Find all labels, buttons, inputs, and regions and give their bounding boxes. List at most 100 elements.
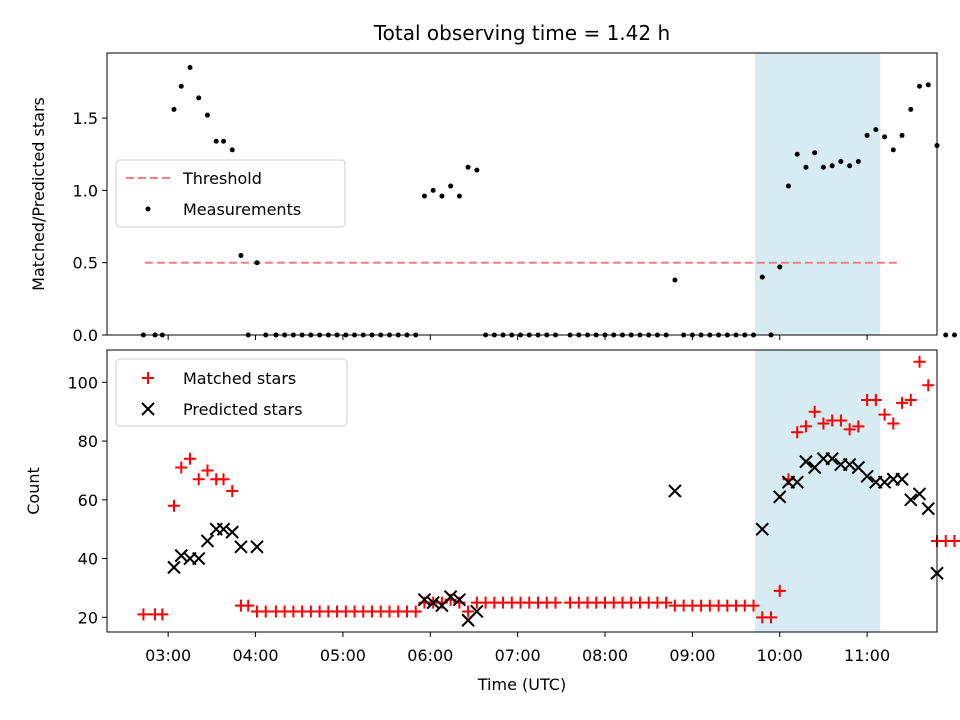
predicted-star-point bbox=[755, 522, 769, 536]
measurement-point bbox=[864, 132, 870, 138]
measurement-point bbox=[812, 150, 818, 156]
matched-star-point bbox=[922, 379, 935, 392]
top-y-tick-label: 1.5 bbox=[73, 109, 98, 128]
matched-star-point bbox=[799, 420, 812, 433]
top-y-axis-label: Matched/Predicted stars bbox=[29, 97, 48, 291]
x-tick-label: 05:00 bbox=[320, 646, 366, 665]
measurement-point bbox=[187, 64, 193, 70]
measurement-point bbox=[951, 332, 957, 338]
bottom-y-tick-label: 100 bbox=[67, 373, 98, 392]
measurement-point bbox=[474, 167, 480, 173]
x-tick-label: 10:00 bbox=[757, 646, 803, 665]
top-y-tick-label: 1.0 bbox=[73, 181, 98, 200]
top-y-tick-label: 0.0 bbox=[73, 326, 98, 345]
predicted-star-point bbox=[192, 551, 206, 566]
measurement-point bbox=[855, 158, 861, 164]
x-tick-label: 07:00 bbox=[495, 646, 541, 665]
measurement-point bbox=[829, 163, 835, 169]
predicted-star-point bbox=[912, 487, 927, 501]
measurement-point bbox=[820, 164, 826, 170]
measurement-point bbox=[794, 151, 800, 157]
measurement-point bbox=[672, 277, 678, 283]
measurement-point bbox=[777, 264, 783, 270]
legend-measurements-label: Measurements bbox=[183, 200, 301, 219]
bottom-y-tick-label: 80 bbox=[78, 432, 98, 451]
legend-threshold-label: Threshold bbox=[182, 169, 262, 188]
predicted-star-point bbox=[200, 534, 215, 548]
predicted-star-point bbox=[426, 595, 440, 610]
bottom-panel: 20 40 60 80 100 03:00 04:00 05:00 06:00 07:00 08:… bbox=[24, 349, 960, 694]
measurement-point bbox=[873, 127, 879, 133]
matched-star-point bbox=[896, 396, 909, 409]
predicted-star-point bbox=[904, 493, 918, 507]
measurement-point bbox=[943, 332, 949, 338]
measurement-point bbox=[238, 252, 244, 258]
predicted-star-point bbox=[895, 472, 909, 486]
measurement-point bbox=[917, 83, 923, 89]
top-y-tick-label: 0.5 bbox=[73, 254, 98, 273]
matched-star-point bbox=[217, 473, 230, 486]
bottom-y-tick-label: 60 bbox=[78, 491, 98, 510]
matched-star-point bbox=[773, 584, 786, 597]
measurement-point bbox=[908, 106, 914, 112]
legend-predicted-label: Predicted stars bbox=[183, 400, 303, 419]
predicted-star-point bbox=[668, 484, 682, 498]
predicted-star-point bbox=[167, 560, 181, 575]
measurement-point bbox=[220, 138, 226, 144]
matched-star-point bbox=[192, 473, 205, 486]
bottom-legend-box bbox=[115, 358, 348, 427]
matched-star-point bbox=[887, 417, 900, 430]
matched-star-point bbox=[409, 605, 422, 618]
predicted-star-point bbox=[825, 451, 839, 466]
measurement-point bbox=[171, 106, 177, 112]
predicted-star-point bbox=[860, 469, 874, 484]
predicted-star-point bbox=[234, 540, 248, 554]
measurement-point bbox=[421, 193, 427, 199]
bottom-x-ticks: 03:00 04:00 05:00 06:00 07:00 08:00 09:00 10:00… bbox=[145, 632, 890, 665]
measurement-point bbox=[847, 163, 853, 169]
top-panel: 0.0 0.5 1.0 1.5 Matched/Predicted stars Thr… bbox=[29, 52, 957, 345]
measurement-point bbox=[759, 274, 765, 280]
top-y-ticks: 0.0 0.5 1.0 1.5 bbox=[73, 109, 107, 345]
predicted-star-point bbox=[216, 522, 231, 536]
bottom-axes-frame bbox=[106, 349, 938, 633]
matched-star-point bbox=[913, 355, 926, 368]
legend-measurements-swatch bbox=[145, 206, 151, 212]
top-shaded-span bbox=[754, 53, 881, 335]
x-tick-label: 09:00 bbox=[669, 646, 715, 665]
x-tick-label: 06:00 bbox=[407, 646, 453, 665]
top-legend: Threshold Measurements bbox=[115, 159, 346, 228]
measurement-points bbox=[140, 64, 957, 338]
predicted-star-point bbox=[225, 525, 239, 539]
matched-star-point bbox=[904, 393, 917, 406]
matched-star-point bbox=[226, 485, 239, 497]
bottom-y-ticks: 20 40 60 80 100 bbox=[67, 373, 107, 627]
matched-star-point bbox=[660, 596, 673, 609]
predicted-star-point bbox=[443, 590, 458, 604]
x-tick-label: 08:00 bbox=[582, 646, 628, 665]
matched-star-point bbox=[817, 417, 830, 430]
predicted-star-point bbox=[417, 592, 432, 607]
measurement-point bbox=[465, 164, 471, 170]
measurement-point bbox=[178, 83, 184, 89]
measurement-point bbox=[213, 138, 219, 144]
measurement-point bbox=[204, 112, 210, 118]
matched-star-point bbox=[808, 405, 821, 418]
matched-star-point bbox=[201, 464, 214, 477]
matched-star-point bbox=[791, 426, 804, 439]
matched-star-point bbox=[747, 599, 760, 612]
predicted-star-point bbox=[452, 592, 467, 607]
predicted-star-point bbox=[470, 604, 484, 619]
x-tick-label: 11:00 bbox=[844, 646, 890, 665]
matched-star-point bbox=[843, 423, 856, 436]
measurement-point bbox=[439, 193, 445, 199]
x-axis-label: Time (UTC) bbox=[477, 675, 566, 694]
matched-star-point bbox=[948, 534, 960, 547]
x-tick-label: 03:00 bbox=[145, 646, 191, 665]
predicted-star-point bbox=[773, 490, 787, 504]
bottom-y-tick-label: 40 bbox=[78, 550, 98, 569]
measurement-point bbox=[785, 183, 791, 189]
matched-star-point bbox=[462, 605, 475, 618]
predicted-star-point bbox=[877, 475, 892, 489]
